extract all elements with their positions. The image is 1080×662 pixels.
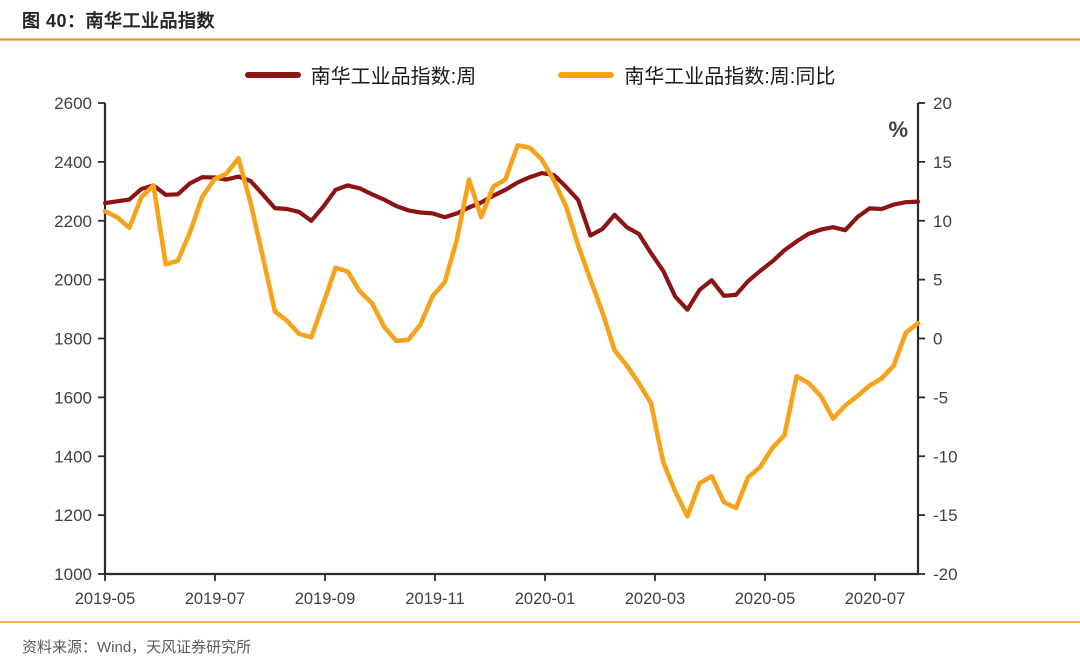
footer-divider (0, 621, 1080, 623)
axis-tick-label: 2000 (54, 271, 92, 290)
axis-tick-label: 10 (933, 212, 952, 231)
right-axis-unit-label: % (888, 117, 908, 142)
axis-tick-label: 2019-09 (295, 590, 356, 608)
axis-tick-label: 5 (933, 271, 942, 290)
legend-item-yoy: 南华工业品指数:周:同比 (558, 60, 835, 89)
axis-tick-label: 2020-05 (735, 590, 796, 608)
axis-tick-label: -10 (933, 447, 958, 466)
axis-tick-label: 2019-05 (75, 590, 136, 608)
axis-tick-label: 1600 (54, 388, 92, 407)
axis-tick-label: 2019-11 (405, 590, 464, 608)
legend-label-weekly: 南华工业品指数:周 (310, 66, 477, 88)
axis-tick-label: 2020-07 (845, 590, 906, 608)
series-line-yoy (102, 143, 921, 519)
legend-line-swatch-yoy (558, 71, 615, 78)
axis-tick-label: 1400 (54, 447, 92, 466)
axis-tick-label: 1800 (54, 330, 92, 349)
legend-label-yoy: 南华工业品指数:周:同比 (624, 66, 836, 88)
axis-tick-label: 1000 (54, 565, 92, 584)
chart-legend: 南华工业品指数:周 南华工业品指数:周:同比 (0, 60, 1080, 89)
legend-item-weekly: 南华工业品指数:周 (244, 60, 477, 89)
axis-tick-label: 2200 (54, 212, 92, 231)
legend-line-swatch-weekly (244, 71, 301, 78)
axis-tick-label: 20 (933, 94, 952, 113)
axis-tick-label: 0 (933, 330, 942, 349)
axis-tick-label: -20 (933, 565, 958, 584)
page-title: 图 40：南华工业品指数 (22, 11, 216, 31)
axis-tick-label: 2400 (54, 153, 92, 172)
axis-tick-label: 2019-07 (185, 590, 246, 608)
axis-tick-label: 15 (933, 153, 952, 172)
series-line-weekly (102, 171, 921, 312)
axis-tick-label: 1200 (54, 506, 92, 525)
source-note: 资料来源：Wind，天风证券研究所 (22, 639, 252, 656)
axis-tick-label: -5 (933, 388, 948, 407)
axis-tick-label: 2020-03 (625, 590, 686, 608)
title-divider (0, 38, 1080, 41)
axis-tick-label: 2020-01 (515, 590, 576, 608)
axis-tick-label: -15 (933, 506, 958, 525)
axis-tick-label: 2600 (54, 94, 92, 113)
